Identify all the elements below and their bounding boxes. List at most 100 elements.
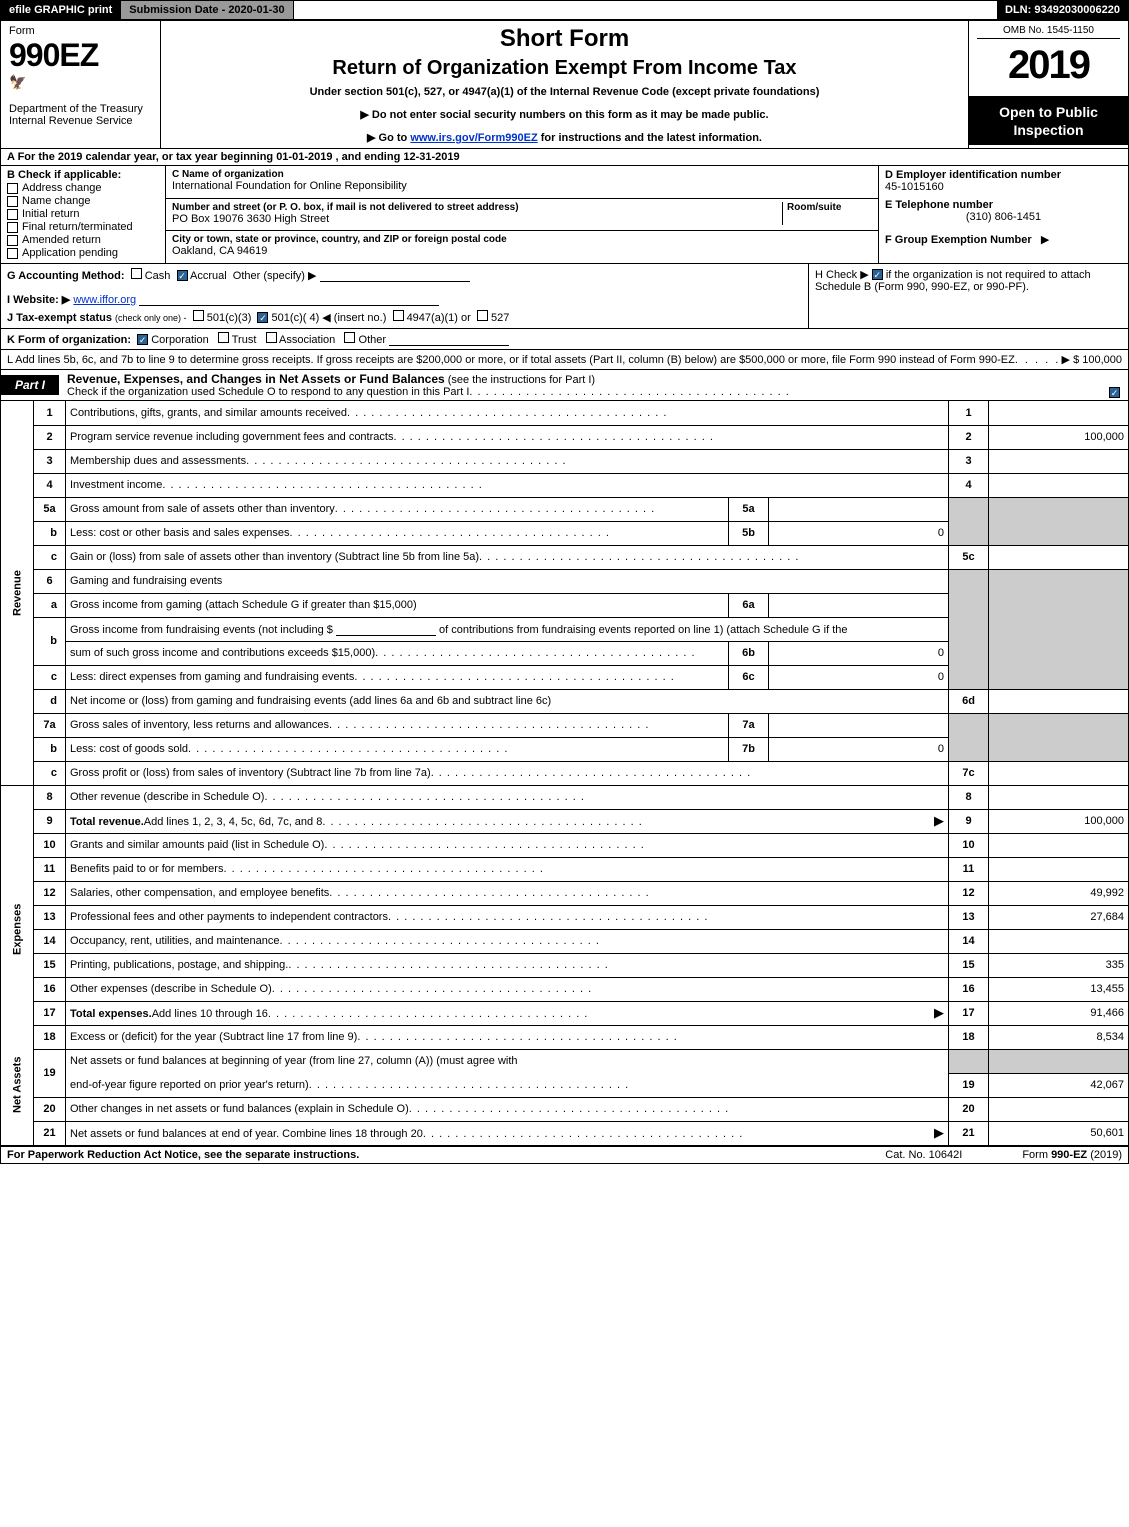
- chk-address-change[interactable]: Address change: [7, 182, 159, 194]
- chk-name-change[interactable]: Name change: [7, 195, 159, 207]
- l-row: L Add lines 5b, 6c, and 7b to line 9 to …: [0, 350, 1129, 370]
- amt-10: [989, 833, 1129, 857]
- c-street: PO Box 19076 3630 High Street: [172, 213, 782, 225]
- l-arrow: ▶: [1062, 353, 1070, 366]
- chk-final-return[interactable]: Final return/terminated: [7, 221, 159, 233]
- chk-4947[interactable]: [393, 310, 404, 321]
- c-name-label: C Name of organization: [172, 169, 872, 180]
- goto-link[interactable]: www.irs.gov/Form990EZ: [410, 132, 537, 144]
- sub-6a: [769, 593, 949, 617]
- form-number: 990EZ: [9, 37, 152, 74]
- g-other-field[interactable]: [320, 268, 470, 282]
- amt-13: 27,684: [989, 905, 1129, 929]
- footer-formref: Form 990-EZ (2019): [1022, 1149, 1122, 1161]
- g-h-row: G Accounting Method: Cash ✓ Accrual Othe…: [0, 264, 1129, 329]
- amt-5c: [989, 545, 1129, 569]
- amt-16: 13,455: [989, 977, 1129, 1001]
- side-revenue: Revenue: [1, 401, 34, 785]
- amt-20: [989, 1097, 1129, 1121]
- chk-501c3[interactable]: [193, 310, 204, 321]
- c-room-label: Room/suite: [787, 202, 872, 213]
- amt-4: [989, 473, 1129, 497]
- h-label: H Check ▶: [815, 269, 872, 281]
- amt-9: 100,000: [989, 809, 1129, 833]
- c-street-label: Number and street (or P. O. box, if mail…: [172, 202, 782, 213]
- chk-amended-return[interactable]: Amended return: [7, 234, 159, 246]
- sub-6c: 0: [769, 665, 949, 689]
- efile-label: efile GRAPHIC print: [9, 4, 112, 16]
- c-city: Oakland, CA 94619: [172, 245, 872, 257]
- l-text: L Add lines 5b, 6c, and 7b to line 9 to …: [7, 354, 1015, 366]
- chk-501c[interactable]: ✓: [257, 312, 268, 323]
- part1-header: Part I Revenue, Expenses, and Changes in…: [0, 370, 1129, 401]
- sub-6b: 0: [769, 641, 949, 665]
- amt-14: [989, 929, 1129, 953]
- g-label: G Accounting Method:: [7, 270, 125, 282]
- amt-8: [989, 785, 1129, 809]
- chk-cash[interactable]: [131, 268, 142, 279]
- chk-application-pending[interactable]: Application pending: [7, 247, 159, 259]
- chk-527[interactable]: [477, 310, 488, 321]
- section-b-table: B Check if applicable: Address change Na…: [0, 166, 1129, 264]
- d-ein-label: D Employer identification number: [885, 169, 1122, 181]
- side-net-assets: Net Assets: [1, 1025, 34, 1145]
- side-expenses: Expenses: [1, 833, 34, 1025]
- form-word: Form: [9, 25, 152, 37]
- d-ein-value: 45-1015160: [885, 181, 1122, 193]
- f-group-label: F Group Exemption Number: [885, 234, 1032, 246]
- e-phone-label: E Telephone number: [885, 199, 1122, 211]
- chk-corporation[interactable]: ✓: [137, 334, 148, 345]
- amt-17: 91,466: [989, 1001, 1129, 1025]
- no-ssn-note: ▶ Do not enter social security numbers o…: [169, 108, 960, 121]
- j-label: J Tax-exempt status: [7, 312, 112, 324]
- amt-21: 50,601: [989, 1121, 1129, 1145]
- sub-7a: [769, 713, 949, 737]
- part1-table: Revenue 1 Contributions, gifts, grants, …: [0, 401, 1129, 1146]
- amt-7c: [989, 761, 1129, 785]
- chk-initial-return[interactable]: Initial return: [7, 208, 159, 220]
- i-website-link[interactable]: www.iffor.org: [73, 294, 136, 306]
- b-label: B Check if applicable:: [7, 169, 159, 181]
- c-city-label: City or town, state or province, country…: [172, 234, 872, 245]
- amt-18: 8,534: [989, 1025, 1129, 1049]
- chk-schedule-o-part1[interactable]: ✓: [1109, 387, 1120, 398]
- f-arrow: ▶: [1041, 234, 1049, 246]
- sub-5b: 0: [769, 521, 949, 545]
- chk-accrual[interactable]: ✓: [177, 270, 188, 281]
- omb-number: OMB No. 1545-1150: [977, 25, 1120, 39]
- top-bar: efile GRAPHIC print Submission Date - 20…: [0, 0, 1129, 20]
- 6b-amount-field[interactable]: [336, 622, 436, 636]
- k-label: K Form of organization:: [7, 334, 131, 346]
- title-short-form: Short Form: [169, 25, 960, 53]
- i-website-label: I Website: ▶: [7, 294, 70, 306]
- efile-link[interactable]: efile GRAPHIC print: [1, 1, 121, 19]
- dln: DLN: 93492030006220: [997, 1, 1128, 19]
- page-footer: For Paperwork Reduction Act Notice, see …: [0, 1146, 1129, 1164]
- chk-association[interactable]: [266, 332, 277, 343]
- chk-other-org[interactable]: [344, 332, 355, 343]
- org-name: International Foundation for Online Repo…: [172, 180, 872, 192]
- k-row: K Form of organization: ✓ Corporation Tr…: [0, 329, 1129, 350]
- irs-line: Internal Revenue Service: [9, 115, 152, 127]
- amt-15: 335: [989, 953, 1129, 977]
- row-a-tax-year: A For the 2019 calendar year, or tax yea…: [0, 149, 1129, 166]
- part1-tab: Part I: [1, 375, 59, 395]
- amt-3: [989, 449, 1129, 473]
- footer-catno: Cat. No. 10642I: [885, 1149, 962, 1161]
- title-under-section: Under section 501(c), 527, or 4947(a)(1)…: [169, 86, 960, 98]
- part1-title: Revenue, Expenses, and Changes in Net As…: [67, 372, 445, 386]
- amt-12: 49,992: [989, 881, 1129, 905]
- sub-7b: 0: [769, 737, 949, 761]
- irs-eagle-icon: 🦅: [9, 74, 152, 91]
- amt-1: [989, 401, 1129, 425]
- l-amount: $ 100,000: [1073, 354, 1122, 366]
- tax-year: 2019: [977, 43, 1120, 88]
- chk-h-schedule-b[interactable]: ✓: [872, 269, 883, 280]
- chk-trust[interactable]: [218, 332, 229, 343]
- amt-2: 100,000: [989, 425, 1129, 449]
- title-return: Return of Organization Exempt From Incom…: [169, 57, 960, 80]
- footer-paperwork: For Paperwork Reduction Act Notice, see …: [7, 1149, 885, 1161]
- amt-11: [989, 857, 1129, 881]
- part1-sub: Check if the organization used Schedule …: [67, 386, 469, 398]
- part1-title-suffix: (see the instructions for Part I): [445, 374, 595, 386]
